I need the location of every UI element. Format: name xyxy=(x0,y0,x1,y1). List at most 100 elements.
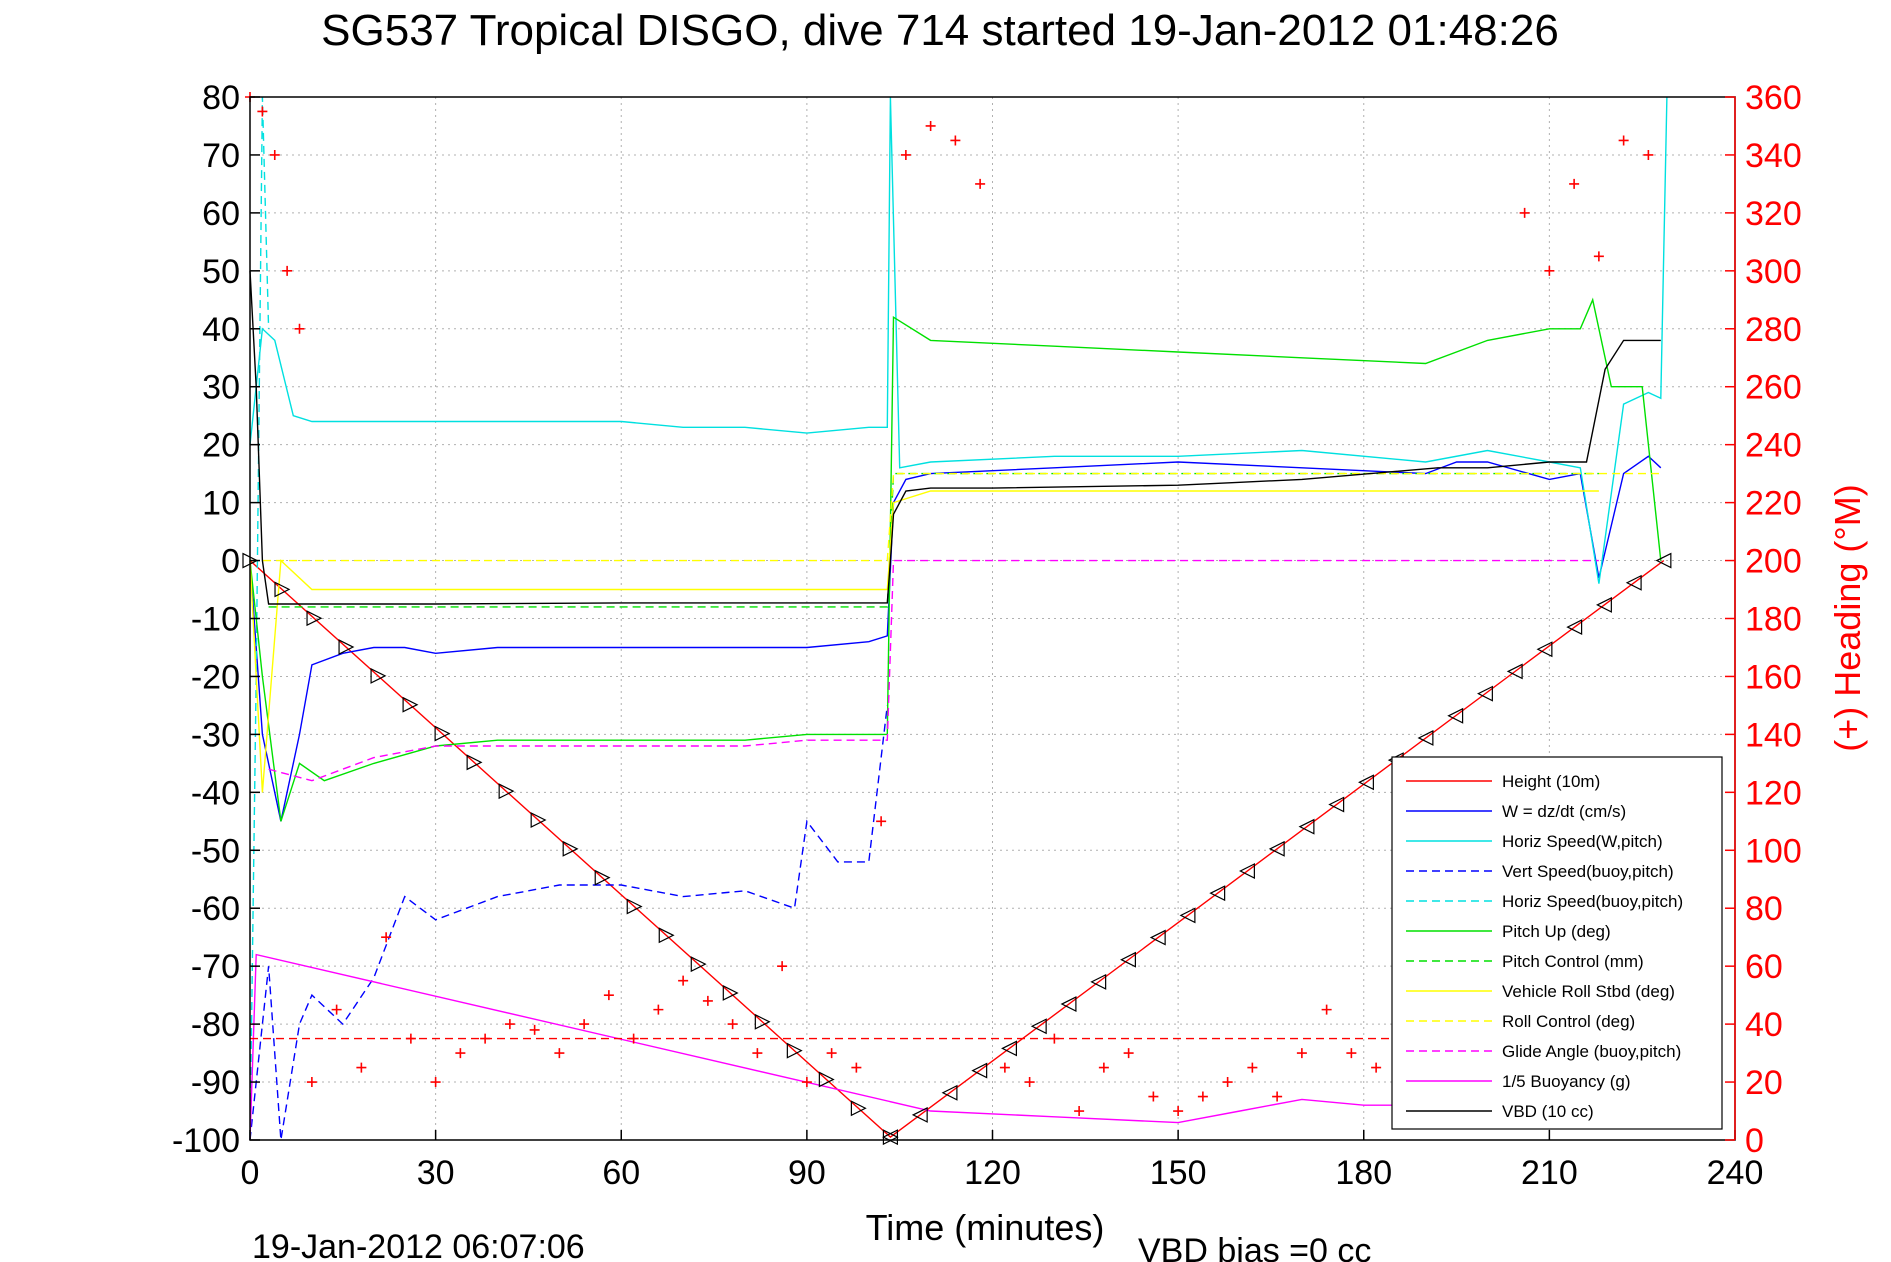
heading-point xyxy=(678,975,689,986)
legend-label: Roll Control (deg) xyxy=(1502,1012,1635,1031)
y-tick-label: -50 xyxy=(191,832,240,870)
height-marker xyxy=(1328,796,1345,813)
heading-point xyxy=(851,1062,862,1073)
y-tick-label: 10 xyxy=(202,485,240,523)
y-tick-label: -30 xyxy=(191,716,240,754)
y-right-tick-label: 0 xyxy=(1745,1122,1764,1160)
height-marker xyxy=(1239,863,1255,879)
height-marker xyxy=(274,581,291,598)
height-marker xyxy=(818,1071,835,1088)
height-marker xyxy=(1268,840,1285,857)
height-marker xyxy=(1596,596,1612,613)
heading-point xyxy=(1569,178,1580,189)
height-marker xyxy=(1149,929,1166,946)
y-right-tick-label: 240 xyxy=(1745,427,1802,465)
series-line xyxy=(249,705,888,1141)
y-right-tick-label: 120 xyxy=(1745,774,1802,812)
legend-label: Vert Speed(buoy,pitch) xyxy=(1502,862,1674,881)
height-marker xyxy=(370,667,387,684)
y-tick-label: -90 xyxy=(191,1064,240,1102)
y-tick-label: -80 xyxy=(191,1006,240,1044)
heading-point xyxy=(1272,1091,1283,1102)
height-marker xyxy=(971,1062,988,1079)
heading-point xyxy=(752,1048,763,1059)
heading-point xyxy=(381,932,392,943)
height-marker xyxy=(306,610,323,627)
height-marker xyxy=(1536,641,1553,658)
height-marker xyxy=(402,696,419,713)
series-line xyxy=(249,96,270,1141)
series-line xyxy=(250,472,1661,562)
x-tick-label: 30 xyxy=(417,1154,455,1192)
footer-timestamp: 19-Jan-2012 06:07:06 xyxy=(252,1228,585,1262)
height-markers xyxy=(242,552,1672,1146)
heading-point xyxy=(603,990,614,1001)
heading-point xyxy=(1296,1048,1307,1059)
heading-point xyxy=(925,120,936,131)
height-marker xyxy=(690,956,707,973)
heading-point xyxy=(1321,1004,1332,1015)
legend-label: Pitch Up (deg) xyxy=(1502,922,1611,941)
y-right-tick-label: 80 xyxy=(1745,890,1783,928)
height-marker xyxy=(1298,818,1315,835)
y-right-tick-label: 60 xyxy=(1745,948,1783,986)
series-line xyxy=(249,270,1661,605)
x-tick-label: 0 xyxy=(241,1154,260,1192)
y-right-tick-label: 160 xyxy=(1745,658,1802,696)
heading-point xyxy=(975,178,986,189)
heading-point xyxy=(1123,1048,1134,1059)
legend-label: Glide Angle (buoy,pitch) xyxy=(1502,1042,1681,1061)
heading-point xyxy=(1544,265,1555,276)
height-marker xyxy=(1179,907,1196,924)
height-marker xyxy=(1655,552,1672,569)
heading-point xyxy=(455,1048,466,1059)
y-right-tick-label: 300 xyxy=(1745,253,1802,291)
heading-point xyxy=(1222,1077,1233,1088)
legend-label: VBD (10 cc) xyxy=(1502,1102,1594,1121)
y-tick-label: -20 xyxy=(191,658,240,696)
y-right-tick-label: 180 xyxy=(1745,601,1802,639)
legend-label: W = dz/dt (cm/s) xyxy=(1502,802,1626,821)
heading-point xyxy=(950,135,961,146)
legend-label: Pitch Control (mm) xyxy=(1502,952,1644,971)
x-tick-label: 240 xyxy=(1707,1154,1764,1192)
height-marker xyxy=(941,1084,958,1101)
y-tick-label: -100 xyxy=(172,1122,240,1160)
heading-point xyxy=(702,995,713,1006)
height-marker xyxy=(1060,996,1077,1013)
heading-point xyxy=(1024,1077,1035,1088)
y-tick-label: 80 xyxy=(202,79,240,117)
heading-point xyxy=(1593,251,1604,262)
height-marker xyxy=(626,898,643,915)
y-right-tick-label: 280 xyxy=(1745,311,1802,349)
y-tick-label: -40 xyxy=(191,774,240,812)
height-marker xyxy=(1090,973,1107,990)
y-right-tick-label: 20 xyxy=(1745,1064,1783,1102)
height-marker xyxy=(434,725,451,742)
heading-point xyxy=(1148,1091,1159,1102)
heading-point xyxy=(900,149,911,160)
series-line xyxy=(249,560,1665,1139)
heading-point xyxy=(504,1019,515,1030)
height-marker xyxy=(530,812,547,828)
height-marker xyxy=(562,840,579,857)
heading-point xyxy=(1173,1106,1184,1117)
heading-point xyxy=(282,265,293,276)
heading-point xyxy=(269,149,280,160)
heading-point xyxy=(1346,1048,1357,1059)
height-marker xyxy=(786,1042,803,1059)
height-marker xyxy=(1447,707,1464,724)
heading-point xyxy=(1098,1062,1109,1073)
y-right-tick-label: 100 xyxy=(1745,832,1802,870)
height-marker xyxy=(1358,774,1374,791)
height-marker xyxy=(850,1100,867,1117)
height-marker xyxy=(1120,951,1136,968)
height-marker xyxy=(338,639,355,656)
height-marker xyxy=(754,1013,771,1030)
y-right-tick-label: 40 xyxy=(1745,1006,1783,1044)
x-tick-label: 120 xyxy=(964,1154,1021,1192)
y-tick-label: 70 xyxy=(202,137,240,175)
legend: Height (10m) W = dz/dt (cm/s) Horiz Speed(… xyxy=(1391,756,1723,1130)
height-marker xyxy=(466,754,483,771)
